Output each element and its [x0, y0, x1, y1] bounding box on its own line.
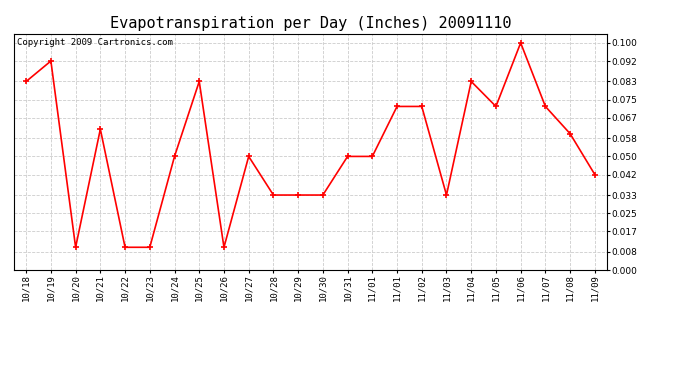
Title: Evapotranspiration per Day (Inches) 20091110: Evapotranspiration per Day (Inches) 2009… — [110, 16, 511, 31]
Text: Copyright 2009 Cartronics.com: Copyright 2009 Cartronics.com — [17, 39, 172, 48]
